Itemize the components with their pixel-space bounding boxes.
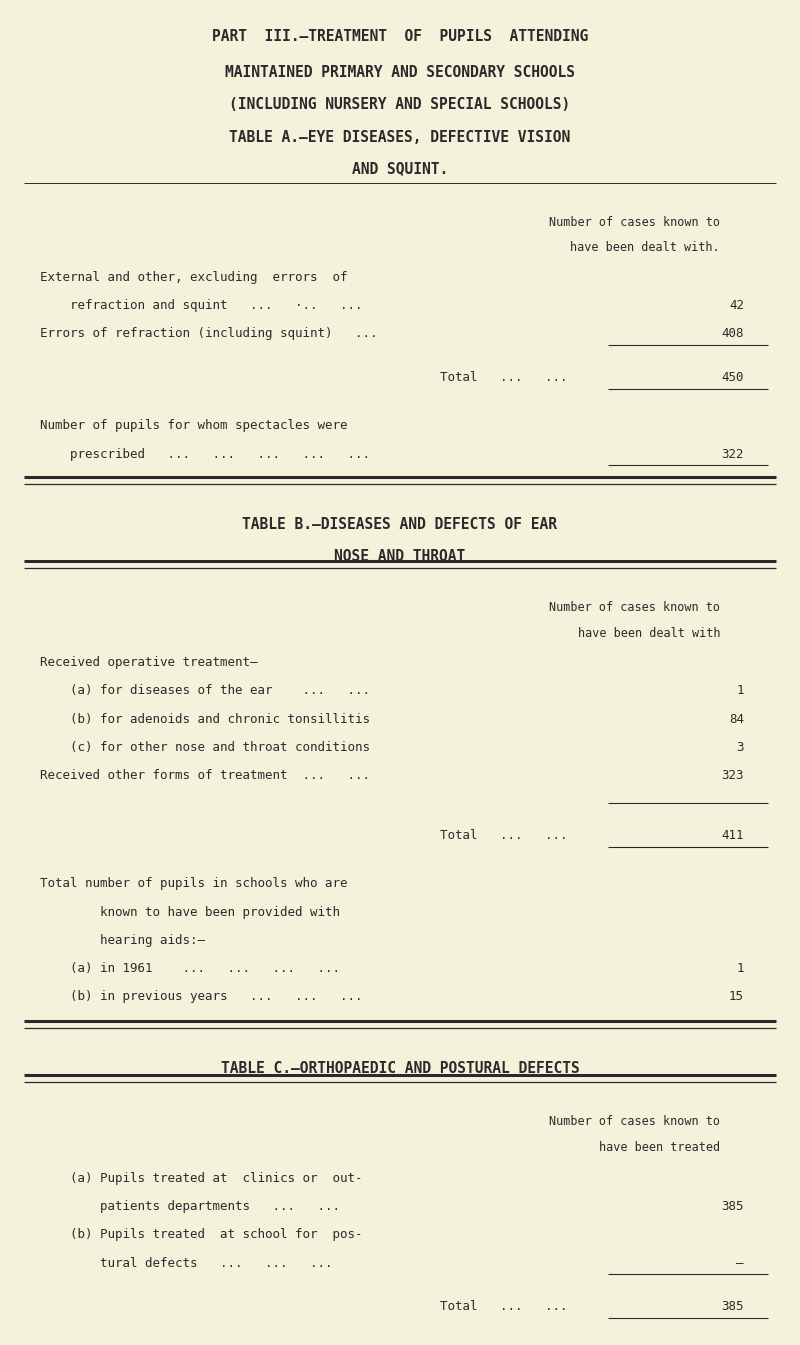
Text: PART  III.—TREATMENT  OF  PUPILS  ATTENDING: PART III.—TREATMENT OF PUPILS ATTENDING — [212, 30, 588, 44]
Text: refraction and squint   ...   ·..   ...: refraction and squint ... ·.. ... — [40, 299, 362, 312]
Text: Errors of refraction (including squint)   ...: Errors of refraction (including squint) … — [40, 327, 378, 340]
Text: 1: 1 — [737, 685, 744, 697]
Text: Number of cases known to: Number of cases known to — [549, 215, 720, 229]
Text: hearing aids:—: hearing aids:— — [40, 933, 205, 947]
Text: (b) in previous years   ...   ...   ...: (b) in previous years ... ... ... — [40, 990, 362, 1003]
Text: 408: 408 — [722, 327, 744, 340]
Text: Received operative treatment—: Received operative treatment— — [40, 656, 258, 668]
Text: AND SQUINT.: AND SQUINT. — [352, 161, 448, 176]
Text: Total   ...   ...: Total ... ... — [440, 829, 567, 842]
Text: patients departments   ...   ...: patients departments ... ... — [40, 1200, 340, 1213]
Text: 450: 450 — [722, 371, 744, 383]
Text: known to have been provided with: known to have been provided with — [40, 905, 340, 919]
Text: 1: 1 — [737, 962, 744, 975]
Text: Number of cases known to: Number of cases known to — [549, 601, 720, 613]
Text: TABLE C.—ORTHOPAEDIC AND POSTURAL DEFECTS: TABLE C.—ORTHOPAEDIC AND POSTURAL DEFECT… — [221, 1061, 579, 1076]
Text: Total   ...   ...: Total ... ... — [440, 1301, 567, 1313]
Text: tural defects   ...   ...   ...: tural defects ... ... ... — [40, 1256, 333, 1270]
Text: 84: 84 — [729, 713, 744, 725]
Text: Number of cases known to: Number of cases known to — [549, 1115, 720, 1128]
Text: 323: 323 — [722, 769, 744, 781]
Text: —: — — [737, 1256, 744, 1270]
Text: have been dealt with.: have been dealt with. — [570, 241, 720, 254]
Text: (a) for diseases of the ear    ...   ...: (a) for diseases of the ear ... ... — [40, 685, 370, 697]
Text: 15: 15 — [729, 990, 744, 1003]
Text: MAINTAINED PRIMARY AND SECONDARY SCHOOLS: MAINTAINED PRIMARY AND SECONDARY SCHOOLS — [225, 65, 575, 79]
Text: (b) for adenoids and chronic tonsillitis: (b) for adenoids and chronic tonsillitis — [40, 713, 370, 725]
Text: 385: 385 — [722, 1301, 744, 1313]
Text: (a) Pupils treated at  clinics or  out-: (a) Pupils treated at clinics or out- — [40, 1171, 362, 1185]
Text: Total number of pupils in schools who are: Total number of pupils in schools who ar… — [40, 877, 347, 890]
Text: External and other, excluding  errors  of: External and other, excluding errors of — [40, 270, 347, 284]
Text: (c) for other nose and throat conditions: (c) for other nose and throat conditions — [40, 741, 370, 753]
Text: (INCLUDING NURSERY AND SPECIAL SCHOOLS): (INCLUDING NURSERY AND SPECIAL SCHOOLS) — [230, 97, 570, 112]
Text: Number of pupils for whom spectacles were: Number of pupils for whom spectacles wer… — [40, 420, 347, 432]
Text: 3: 3 — [737, 741, 744, 753]
Text: Total   ...   ...: Total ... ... — [440, 371, 567, 383]
Text: Received other forms of treatment  ...   ...: Received other forms of treatment ... ..… — [40, 769, 370, 781]
Text: 411: 411 — [722, 829, 744, 842]
Text: 322: 322 — [722, 448, 744, 460]
Text: have been dealt with: have been dealt with — [578, 627, 720, 639]
Text: have been treated: have been treated — [599, 1141, 720, 1154]
Text: TABLE B.—DISEASES AND DEFECTS OF EAR: TABLE B.—DISEASES AND DEFECTS OF EAR — [242, 516, 558, 533]
Text: prescribed   ...   ...   ...   ...   ...: prescribed ... ... ... ... ... — [40, 448, 370, 460]
Text: TABLE A.—EYE DISEASES, DEFECTIVE VISION: TABLE A.—EYE DISEASES, DEFECTIVE VISION — [230, 129, 570, 144]
Text: 42: 42 — [729, 299, 744, 312]
Text: NOSE AND THROAT: NOSE AND THROAT — [334, 549, 466, 564]
Text: 385: 385 — [722, 1200, 744, 1213]
Text: (a) in 1961    ...   ...   ...   ...: (a) in 1961 ... ... ... ... — [40, 962, 340, 975]
Text: (b) Pupils treated  at school for  pos-: (b) Pupils treated at school for pos- — [40, 1228, 362, 1241]
